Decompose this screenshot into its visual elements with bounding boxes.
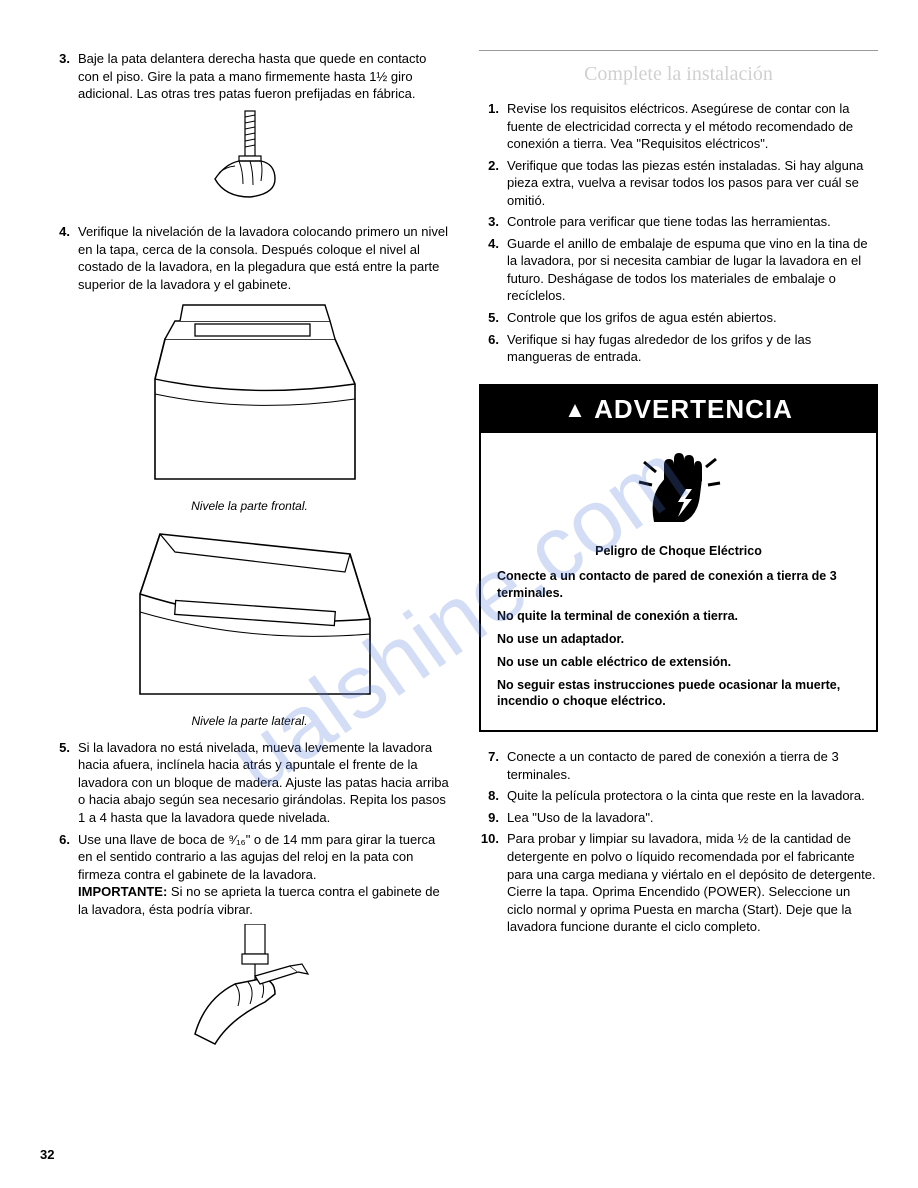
- rstep-4: 4.Guarde el anillo de embalaje de espuma…: [479, 235, 878, 305]
- step-text: Controle para verificar que tiene todas …: [507, 213, 878, 231]
- warning-line: No seguir estas instrucciones puede ocas…: [497, 677, 860, 711]
- rstep-9: 9.Lea "Uso de la lavadora".: [479, 809, 878, 827]
- step-text: Guarde el anillo de embalaje de espuma q…: [507, 235, 878, 305]
- step-text: Revise los requisitos eléctricos. Asegúr…: [507, 100, 878, 153]
- step-number: 4.: [50, 223, 78, 293]
- washer-front-icon: [125, 299, 375, 489]
- step-number: 1.: [479, 100, 507, 153]
- step-number: 2.: [479, 157, 507, 210]
- step-text: Para probar y limpiar su lavadora, mida …: [507, 830, 878, 935]
- section-title: Complete la instalación: [479, 61, 878, 88]
- warning-line: Conecte a un contacto de pared de conexi…: [497, 568, 860, 602]
- left-steps-list-56: 5. Si la lavadora no está nivelada, muev…: [50, 739, 449, 918]
- rstep-6: 6.Verifique si hay fugas alrededor de lo…: [479, 331, 878, 366]
- right-steps-a: 1.Revise los requisitos eléctricos. Aseg…: [479, 100, 878, 366]
- right-column: Complete la instalación 1.Revise los req…: [479, 50, 878, 1069]
- warning-title: Peligro de Choque Eléctrico: [497, 543, 860, 560]
- warning-header-text: ADVERTENCIA: [594, 394, 793, 424]
- step-6: 6. Use una llave de boca de ⁹⁄₁₆" o de 1…: [50, 831, 449, 919]
- rstep-8: 8.Quite la película protectora o la cint…: [479, 787, 878, 805]
- figure-hand-bolt: [50, 109, 449, 214]
- step-text: Controle que los grifos de agua estén ab…: [507, 309, 878, 327]
- rstep-3: 3.Controle para verificar que tiene toda…: [479, 213, 878, 231]
- caption-front: Nivele la parte frontal.: [50, 498, 449, 514]
- warning-line: No use un adaptador.: [497, 631, 860, 648]
- step-text: Verifique la nivelación de la lavadora c…: [78, 223, 449, 293]
- step-number: 6.: [479, 331, 507, 366]
- rstep-2: 2.Verifique que todas las piezas estén i…: [479, 157, 878, 210]
- step-number: 3.: [50, 50, 78, 103]
- two-column-layout: 3. Baje la pata delantera derecha hasta …: [50, 50, 878, 1069]
- step-text: Verifique que todas las piezas estén ins…: [507, 157, 878, 210]
- wrench-hand-icon: [180, 924, 320, 1054]
- figure-washer-side: Nivele la parte lateral.: [50, 524, 449, 729]
- step-number: 8.: [479, 787, 507, 805]
- step-text: Si la lavadora no está nivelada, mueva l…: [78, 739, 449, 827]
- washer-side-icon: [120, 524, 380, 704]
- warning-content: Peligro de Choque Eléctrico Conecte a un…: [481, 537, 876, 730]
- step-number: 10.: [479, 830, 507, 935]
- step-number: 3.: [479, 213, 507, 231]
- step-4: 4. Verifique la nivelación de la lavador…: [50, 223, 449, 293]
- warning-line: No use un cable eléctrico de extensión.: [497, 654, 860, 671]
- left-column: 3. Baje la pata delantera derecha hasta …: [50, 50, 449, 1069]
- importante-label: IMPORTANTE:: [78, 884, 167, 899]
- rstep-1: 1.Revise los requisitos eléctricos. Aseg…: [479, 100, 878, 153]
- figure-wrench: [50, 924, 449, 1059]
- left-steps-list-4: 4. Verifique la nivelación de la lavador…: [50, 223, 449, 293]
- hand-bolt-icon: [195, 109, 305, 209]
- warning-box: ▲ ADVERTENCIA Peligro de Cho: [479, 384, 878, 733]
- step-3: 3. Baje la pata delantera derecha hasta …: [50, 50, 449, 103]
- step-number: 4.: [479, 235, 507, 305]
- shock-hand-icon: [481, 433, 876, 538]
- warning-header: ▲ ADVERTENCIA: [481, 386, 876, 433]
- warning-triangle-icon: ▲: [564, 397, 587, 422]
- caption-side: Nivele la parte lateral.: [50, 713, 449, 729]
- step-number: 5.: [50, 739, 78, 827]
- step-text: Lea "Uso de la lavadora".: [507, 809, 878, 827]
- page-number: 32: [40, 1146, 54, 1164]
- right-steps-b: 7.Conecte a un contacto de pared de cone…: [479, 748, 878, 935]
- rstep-7: 7.Conecte a un contacto de pared de cone…: [479, 748, 878, 783]
- step-number: 9.: [479, 809, 507, 827]
- step-number: 7.: [479, 748, 507, 783]
- divider: [479, 50, 878, 51]
- step-text: Baje la pata delantera derecha hasta que…: [78, 50, 449, 103]
- step-text: Quite la película protectora o la cinta …: [507, 787, 878, 805]
- figure-washer-front: Nivele la parte frontal.: [50, 299, 449, 514]
- warning-line: No quite la terminal de conexión a tierr…: [497, 608, 860, 625]
- step-text: Conecte a un contacto de pared de conexi…: [507, 748, 878, 783]
- step-text: Verifique si hay fugas alrededor de los …: [507, 331, 878, 366]
- rstep-5: 5.Controle que los grifos de agua estén …: [479, 309, 878, 327]
- rstep-10: 10.Para probar y limpiar su lavadora, mi…: [479, 830, 878, 935]
- step-5: 5. Si la lavadora no está nivelada, muev…: [50, 739, 449, 827]
- step-number: 6.: [50, 831, 78, 919]
- left-steps-list: 3. Baje la pata delantera derecha hasta …: [50, 50, 449, 103]
- step-number: 5.: [479, 309, 507, 327]
- step-6-text: Use una llave de boca de ⁹⁄₁₆" o de 14 m…: [78, 832, 435, 882]
- step-text: Use una llave de boca de ⁹⁄₁₆" o de 14 m…: [78, 831, 449, 919]
